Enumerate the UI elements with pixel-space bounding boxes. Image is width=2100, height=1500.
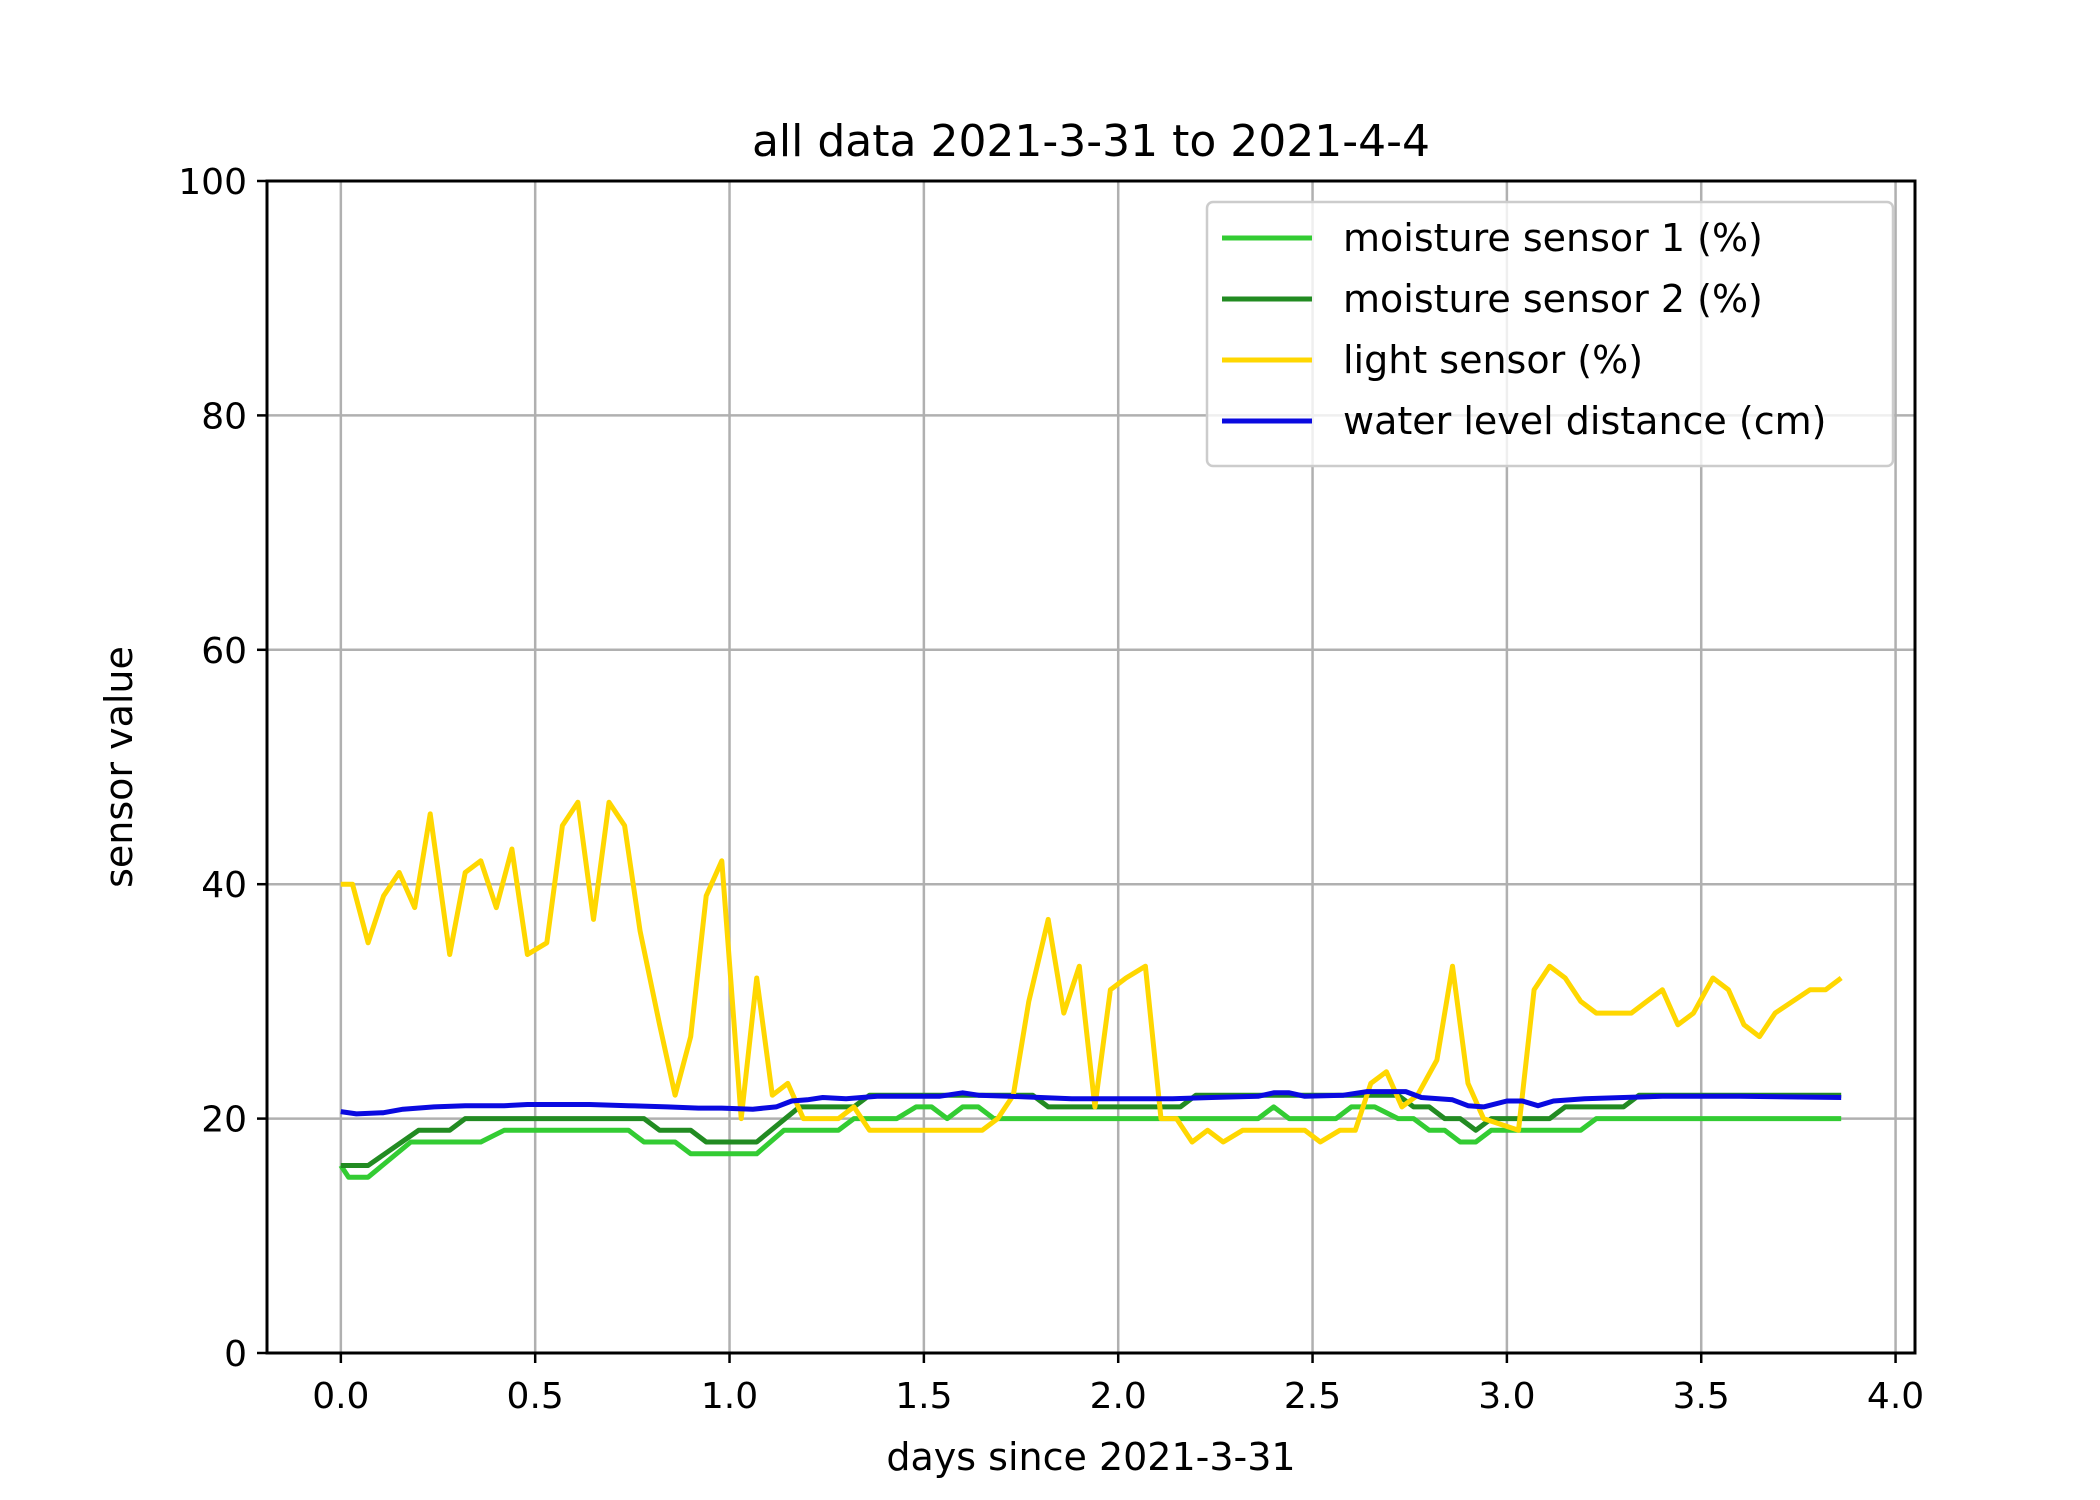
legend-label: moisture sensor 2 (%) (1343, 277, 1763, 321)
chart-title: all data 2021-3-31 to 2021-4-4 (752, 116, 1430, 167)
series-line-3 (340, 799, 1843, 1145)
x-tick-label: 3.0 (1478, 1376, 1535, 1417)
legend-label: water level distance (cm) (1343, 399, 1826, 443)
legend-label: light sensor (%) (1343, 338, 1643, 382)
axis-ticks: 0.0 0.5 1.0 1.5 2.0 2.5 3.0 3.5 4.0 0 20 40 60 80 100 (178, 162, 1924, 1417)
x-tick-label: 2.0 (1090, 1376, 1147, 1417)
x-axis-label: days since 2021-3-31 (886, 1435, 1295, 1479)
x-tick-label: 0.0 (312, 1376, 369, 1417)
plot-frame (265, 179, 1917, 1355)
y-tick-label: 60 (201, 631, 247, 672)
series-line-1 (338, 1104, 1842, 1180)
y-tick-label: 40 (201, 865, 247, 906)
series-layer (338, 799, 1843, 1180)
y-tick-label: 100 (178, 162, 247, 203)
x-tick-label: 4.0 (1867, 1376, 1924, 1417)
x-tick-label: 1.0 (701, 1376, 758, 1417)
series-line-4 (340, 1089, 1842, 1117)
legend-box (1205, 200, 1895, 468)
y-tick-label: 0 (224, 1334, 247, 1375)
legend: moisture sensor 1 (%) moisture sensor 2 (… (1205, 200, 1895, 468)
y-tick-label: 20 (201, 1100, 247, 1141)
x-tick-label: 0.5 (507, 1376, 564, 1417)
y-tick-label: 80 (201, 396, 247, 437)
x-tick-label: 2.5 (1284, 1376, 1341, 1417)
legend-label: moisture sensor 1 (%) (1343, 216, 1763, 260)
y-axis-label: sensor value (97, 646, 141, 888)
x-tick-label: 3.5 (1673, 1376, 1730, 1417)
x-tick-label: 1.5 (895, 1376, 952, 1417)
